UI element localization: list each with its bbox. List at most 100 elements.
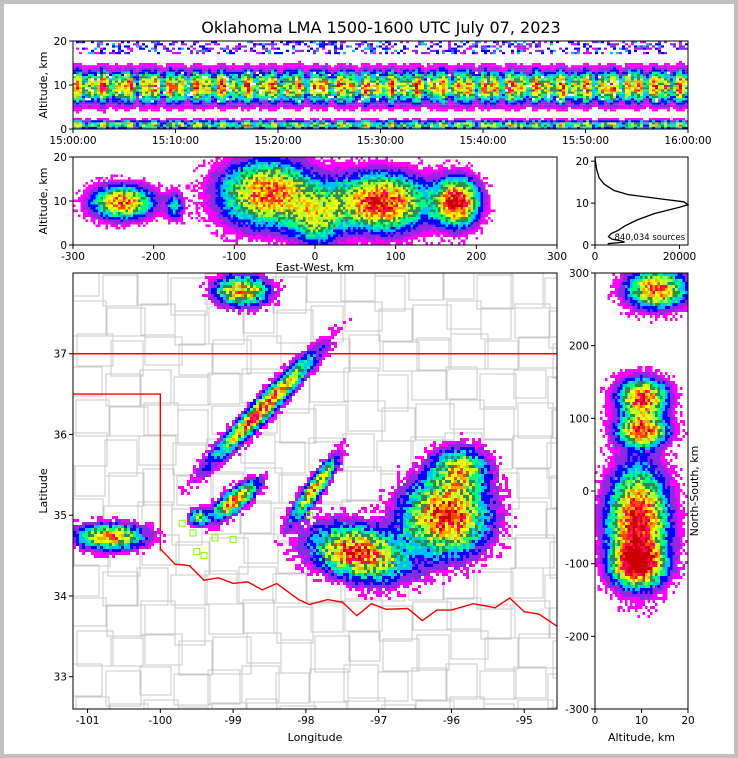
time-height-cell xyxy=(364,102,367,105)
time-height-cell xyxy=(346,69,349,72)
time-height-cell xyxy=(553,104,556,107)
time-height-cell xyxy=(133,102,136,105)
time-height-cell xyxy=(568,41,571,44)
time-height-cell xyxy=(301,82,304,85)
time-height-cell xyxy=(598,78,601,81)
time-height-cell xyxy=(376,91,379,94)
time-height-cell xyxy=(571,126,574,129)
time-height-cell xyxy=(499,82,502,85)
time-height-cell xyxy=(436,49,439,52)
time-height-cell xyxy=(160,122,163,125)
time-height-cell xyxy=(253,71,256,74)
time-height-cell xyxy=(442,98,445,101)
time-height-cell xyxy=(379,41,382,44)
time-height-cell xyxy=(292,91,295,94)
time-height-cell xyxy=(538,63,541,66)
time-height-cell xyxy=(484,74,487,77)
time-height-cell xyxy=(202,91,205,94)
time-height-cell xyxy=(406,100,409,103)
time-height-cell xyxy=(493,78,496,81)
time-height-cell xyxy=(526,67,529,70)
time-height-cell xyxy=(517,100,520,103)
time-height-cell xyxy=(100,104,103,107)
time-height-cell xyxy=(469,47,472,50)
time-height-cell xyxy=(181,93,184,96)
time-height-cell xyxy=(160,91,163,94)
time-height-cell xyxy=(568,78,571,81)
time-height-cell xyxy=(280,124,283,127)
time-height-cell xyxy=(127,63,130,66)
time-height-cell xyxy=(433,69,436,72)
time-height-cell xyxy=(337,96,340,99)
time-height-cell xyxy=(169,69,172,72)
time-height-cell xyxy=(343,82,346,85)
time-height-cell xyxy=(301,78,304,81)
time-height-cell xyxy=(82,87,85,90)
time-height-cell xyxy=(370,49,373,52)
time-height-cell xyxy=(442,122,445,125)
time-height-cell xyxy=(481,47,484,50)
time-height-cell xyxy=(442,52,445,55)
time-height-cell xyxy=(301,76,304,79)
time-height-cell xyxy=(496,43,499,46)
time-height-cell xyxy=(277,80,280,83)
time-height-cell xyxy=(148,126,151,129)
time-height-cell xyxy=(121,104,124,107)
time-height-cell xyxy=(400,74,403,77)
time-height-cell xyxy=(271,74,274,77)
time-height-cell xyxy=(418,98,421,101)
time-height-cell xyxy=(229,85,232,88)
time-height-cell xyxy=(373,109,376,112)
time-height-cell xyxy=(292,74,295,77)
time-height-cell xyxy=(115,78,118,81)
time-height-cell xyxy=(229,124,232,127)
time-height-cell xyxy=(232,122,235,125)
time-height-cell xyxy=(514,76,517,79)
time-height-cell xyxy=(322,89,325,92)
time-height-cell xyxy=(439,82,442,85)
time-height-cell xyxy=(595,78,598,81)
time-height-cell xyxy=(457,63,460,66)
time-height-cell xyxy=(313,100,316,103)
time-height-cell xyxy=(352,69,355,72)
time-height-cell xyxy=(361,71,364,74)
time-height-cell xyxy=(313,120,316,123)
time-height-cell xyxy=(598,71,601,74)
time-height-cell xyxy=(307,122,310,125)
time-height-cell xyxy=(181,91,184,94)
time-height-cell xyxy=(328,118,331,121)
time-height-cell xyxy=(529,69,532,72)
time-height-cell xyxy=(175,91,178,94)
time-height-cell xyxy=(505,104,508,107)
time-height-cell xyxy=(565,76,568,79)
time-height-cell xyxy=(289,87,292,90)
time-height-cell xyxy=(529,85,532,88)
time-height-cell xyxy=(331,120,334,123)
time-height-cell xyxy=(289,100,292,103)
time-height-cell xyxy=(409,98,412,101)
time-height-cell xyxy=(382,71,385,74)
time-height-cell xyxy=(337,118,340,121)
time-height-cell xyxy=(481,85,484,88)
time-height-cell xyxy=(460,80,463,83)
time-height-cell xyxy=(202,124,205,127)
time-height-cell xyxy=(172,89,175,92)
time-height-cell xyxy=(280,52,283,55)
time-height-cell xyxy=(394,78,397,81)
time-height-cell xyxy=(472,96,475,99)
time-height-cell xyxy=(205,89,208,92)
time-height-cell xyxy=(202,126,205,129)
time-height-cell xyxy=(112,76,115,79)
time-height-cell xyxy=(376,74,379,77)
time-height-cell xyxy=(466,69,469,72)
time-height-cell xyxy=(232,102,235,105)
time-height-cell xyxy=(511,71,514,74)
time-height-cell xyxy=(553,96,556,99)
time-height-cell xyxy=(202,82,205,85)
time-height-cell xyxy=(346,96,349,99)
time-height-cell xyxy=(340,45,343,48)
time-height-cell xyxy=(433,67,436,70)
time-height-cell xyxy=(196,76,199,79)
time-height-cell xyxy=(547,93,550,96)
time-height-cell xyxy=(133,122,136,125)
